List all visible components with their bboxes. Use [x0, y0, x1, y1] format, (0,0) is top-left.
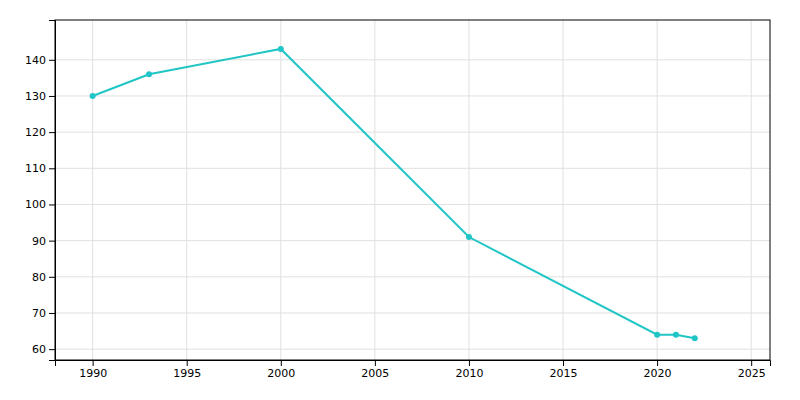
tick-label: 90 [32, 235, 46, 248]
tick-label: 1990 [79, 367, 107, 380]
tick-mark [49, 277, 55, 278]
tick-mark [49, 60, 55, 61]
grid-line [55, 240, 770, 241]
tick-mark [49, 204, 55, 205]
tick-mark [49, 313, 55, 314]
tick: 70 [32, 307, 55, 320]
tick-mark [49, 241, 55, 242]
plot-frame [55, 20, 770, 360]
grid-line [657, 20, 658, 360]
point [654, 332, 660, 338]
tick-label: 2020 [644, 367, 672, 380]
grid [55, 20, 770, 360]
grid-line [563, 20, 564, 360]
x-axis: 1990 1995 2000 2005 2010 2015 2020 2025 [56, 360, 771, 380]
grid-line [374, 20, 375, 360]
tick: 2010 [455, 360, 483, 380]
tick: 60 [32, 343, 55, 356]
tick-label: 120 [25, 126, 46, 139]
tick-mark [93, 360, 94, 366]
point [146, 71, 152, 77]
tick-label: 2000 [267, 367, 295, 380]
tick-label: 110 [25, 162, 46, 175]
tick-mark [49, 168, 55, 169]
tick-label: 100 [25, 198, 46, 211]
line [93, 49, 695, 338]
tick-mark [49, 96, 55, 97]
grid-line [55, 276, 770, 277]
point [278, 46, 284, 52]
point [466, 234, 472, 240]
tick: 80 [32, 271, 55, 284]
tick-label: 140 [25, 54, 46, 67]
point [673, 332, 679, 338]
tick-mark [49, 132, 55, 133]
tick: 140 [25, 54, 55, 67]
grid-line [55, 95, 770, 96]
tick: 2020 [644, 360, 672, 380]
grid-line [468, 20, 469, 360]
tick-label: 2025 [738, 367, 766, 380]
tick-mark [469, 360, 470, 366]
grid-line [751, 20, 752, 360]
y-axis: 60 70 80 90 100 110 120 130 140 [25, 21, 56, 361]
tick-mark [281, 360, 282, 366]
point [90, 93, 96, 99]
tick-label: 70 [32, 307, 46, 320]
tick-label: 80 [32, 271, 46, 284]
tick: 1995 [173, 360, 201, 380]
tick-label: 130 [25, 90, 46, 103]
grid-line [92, 20, 93, 360]
tick-mark [187, 360, 188, 366]
chart: 1990 1995 2000 2005 2010 2015 2020 2025 60 70 80 90… [0, 0, 800, 400]
tick-mark [563, 360, 564, 366]
grid-line [55, 349, 770, 350]
grid-line [55, 59, 770, 60]
tick-label: 60 [32, 343, 46, 356]
grid-line [55, 204, 770, 205]
point [692, 335, 698, 341]
plot: 1990 1995 2000 2005 2010 2015 2020 2025 60 70 80 90… [25, 20, 771, 380]
marks [90, 46, 698, 341]
grid-line [186, 20, 187, 360]
x-axis-line [56, 361, 771, 367]
tick-label: 2005 [361, 367, 389, 380]
tick-label: 2010 [455, 367, 483, 380]
tick: 2000 [267, 360, 295, 380]
tick: 120 [25, 126, 55, 139]
tick-mark [657, 360, 658, 366]
tick: 90 [32, 235, 55, 248]
tick-label: 2015 [550, 367, 578, 380]
tick-mark [49, 349, 55, 350]
tick: 110 [25, 162, 55, 175]
tick: 2005 [361, 360, 389, 380]
tick: 1990 [79, 360, 107, 380]
tick: 2015 [550, 360, 578, 380]
grid-line [55, 312, 770, 313]
tick: 100 [25, 198, 55, 211]
tick: 2025 [738, 360, 766, 380]
tick: 130 [25, 90, 55, 103]
tick-mark [751, 360, 752, 366]
tick-label: 1995 [173, 367, 201, 380]
tick-mark [375, 360, 376, 366]
grid-line [55, 168, 770, 169]
grid-line [55, 132, 770, 133]
grid-line [280, 20, 281, 360]
